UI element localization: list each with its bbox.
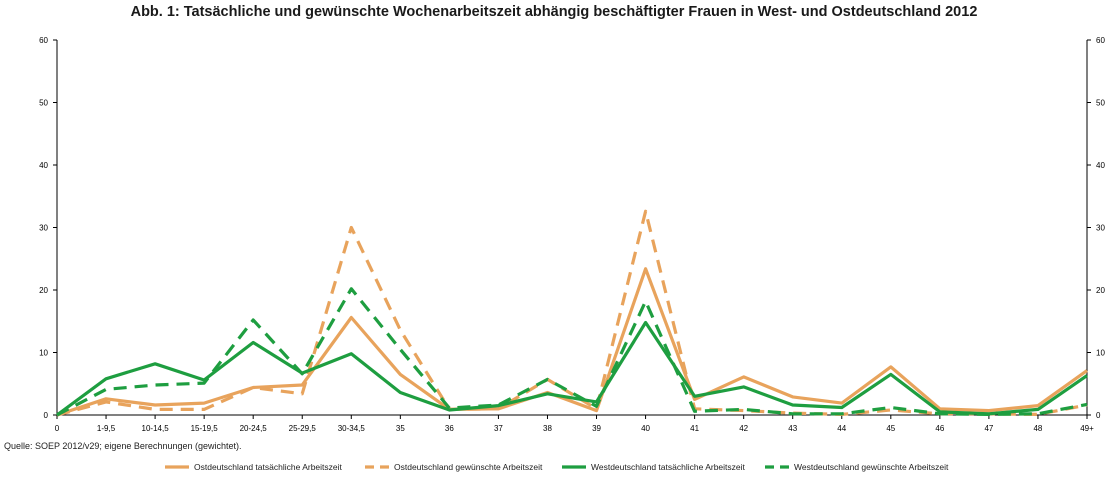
x-tick-label: 49+ [1080,424,1094,433]
x-tick-label: 41 [690,424,699,433]
chart-title: Abb. 1: Tatsächliche und gewünschte Woch… [130,4,978,20]
x-tick-label: 37 [494,424,503,433]
x-tick-label: 25-29,5 [289,424,317,433]
y-tick-label-left: 50 [39,99,48,108]
x-tick-label: 30-34,5 [338,424,366,433]
x-tick-label: 0 [55,424,60,433]
legend-label-3: Westdeutschland tatsächliche Arbeitszeit [591,462,746,472]
x-tick-label: 45 [886,424,895,433]
legend-label-4: Westdeutschland gewünschte Arbeitszeit [794,462,949,472]
x-tick-label: 42 [739,424,748,433]
y-tick-label-left: 40 [39,161,48,170]
x-tick-label: 47 [984,424,993,433]
series-line-4 [56,287,1088,417]
x-tick-label: 44 [837,424,846,433]
series-line-2 [56,209,1088,417]
y-tick-label-right: 60 [1096,36,1105,45]
y-tick-label-right: 30 [1096,224,1105,233]
x-tick-label: 36 [445,424,454,433]
legend: Ostdeutschland tatsächliche Arbeitszeit O… [165,462,949,472]
x-tick-label: 40 [641,424,650,433]
x-tick-label: 20-24,5 [240,424,268,433]
x-tick-label: 35 [396,424,405,433]
x-tick-label: 10-14,5 [142,424,170,433]
x-tick-label: 1-9,5 [97,424,116,433]
plot-area [56,209,1088,417]
x-tick-label: 38 [543,424,552,433]
x-tick-label: 15-19,5 [191,424,219,433]
legend-label-1: Ostdeutschland tatsächliche Arbeitszeit [194,462,343,472]
y-tick-label-right: 50 [1096,99,1105,108]
y-tick-label-left: 20 [39,286,48,295]
y-tick-label-left: 60 [39,36,48,45]
source-note: Quelle: SOEP 2012/v29; eigene Berechnung… [4,441,242,451]
series-line-1 [56,267,1088,417]
x-tick-label: 39 [592,424,601,433]
y-tick-label-right: 40 [1096,161,1105,170]
x-tick-label: 46 [935,424,944,433]
y-tick-label-right: 20 [1096,286,1105,295]
y-tick-label-left: 0 [44,411,49,420]
legend-label-2: Ostdeutschland gewünschte Arbeitszeit [394,462,543,472]
series-line-3 [56,320,1088,417]
y-tick-label-right: 10 [1096,349,1105,358]
x-tick-label: 43 [788,424,797,433]
x-tick-label: 48 [1033,424,1042,433]
y-tick-label-left: 10 [39,349,48,358]
y-tick-label-right: 0 [1096,411,1101,420]
y-tick-label-left: 30 [39,224,48,233]
